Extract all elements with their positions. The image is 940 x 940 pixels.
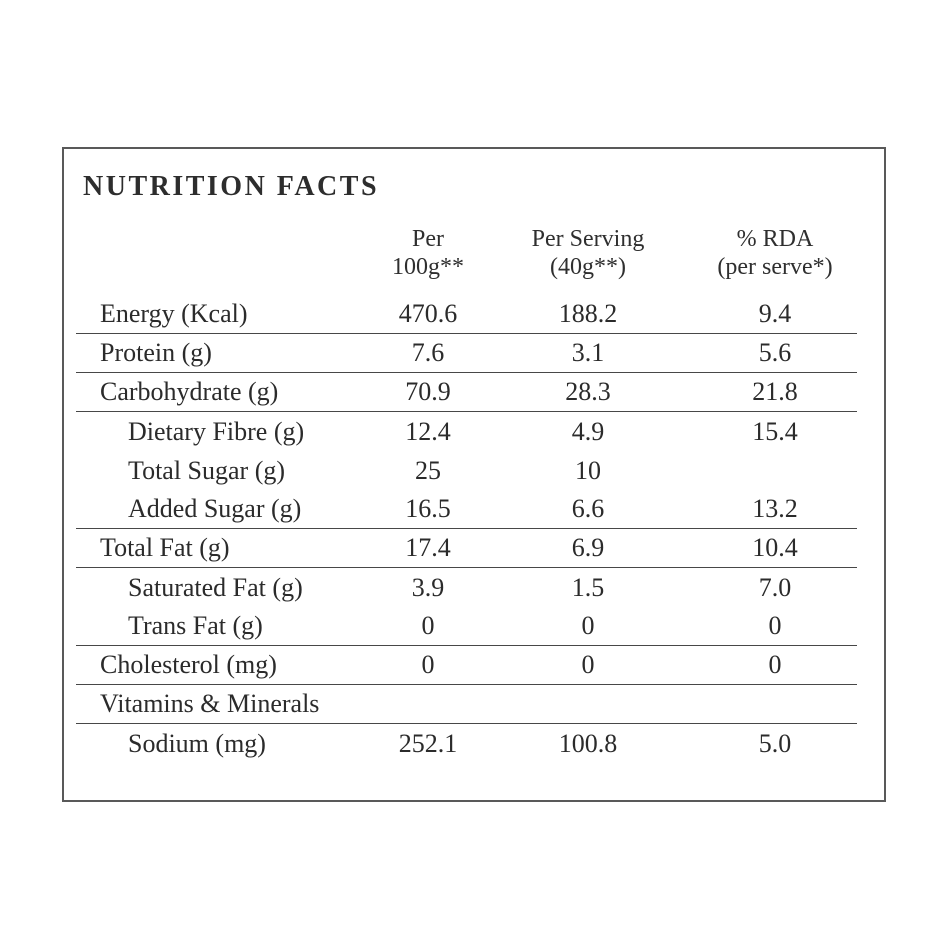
value-per-serving: 100.8 (558, 728, 618, 758)
table-row: Carbohydrate (g) 70.9 28.3 21.8 (76, 373, 857, 412)
value-per-serving: 3.1 (571, 338, 605, 367)
table-row: Total Sugar (g) 25 10 (76, 451, 857, 490)
value-per-serving: 10 (575, 455, 601, 485)
table-row: Vitamins & Minerals (76, 685, 857, 724)
value-per-100g: 17.4 (405, 533, 451, 562)
column-header-line: (per serve*) (717, 254, 833, 280)
column-header-line: 100g** (392, 254, 464, 280)
value-per-100g: 3.9 (411, 572, 445, 602)
table-row: Sodium (mg) 252.1 100.8 5.0 (76, 724, 857, 763)
value-per-serving: 6.9 (571, 533, 605, 562)
table-row: Energy (Kcal) 470.6 188.2 9.4 (76, 295, 857, 334)
nutrition-table: Per 100g** Per Serving (40g**) % RDA (pe… (76, 225, 857, 763)
value-per-serving: 28.3 (565, 377, 611, 406)
value-per-serving: 0 (581, 611, 595, 640)
value-per-serving: 6.6 (571, 494, 605, 523)
column-header-rda: % RDA (per serve*) (693, 225, 857, 281)
value-rda: 0 (768, 650, 782, 679)
column-header-line: (40g**) (550, 254, 626, 280)
row-label: Added Sugar (g) (128, 494, 302, 523)
row-label: Carbohydrate (g) (100, 377, 279, 406)
column-header-line: Per Serving (531, 226, 645, 252)
table-row: Total Fat (g) 17.4 6.9 10.4 (76, 529, 857, 568)
value-rda: 5.6 (758, 338, 792, 367)
table-row: Dietary Fibre (g) 12.4 4.9 15.4 (76, 412, 857, 451)
value-rda: 0 (768, 611, 782, 640)
value-per-100g: 0 (421, 650, 435, 679)
table-row: Added Sugar (g) 16.5 6.6 13.2 (76, 490, 857, 529)
value-per-100g: 70.9 (405, 377, 451, 406)
value-per-serving: 0 (581, 650, 595, 679)
table-header-row: Per 100g** Per Serving (40g**) % RDA (pe… (76, 225, 857, 281)
value-rda: 7.0 (758, 572, 792, 602)
value-rda: 9.4 (758, 299, 792, 328)
value-per-100g: 7.6 (411, 338, 445, 367)
column-header-line: % RDA (736, 226, 814, 252)
value-per-100g: 12.4 (405, 416, 451, 446)
row-label: Trans Fat (g) (128, 611, 263, 640)
row-label: Sodium (mg) (128, 728, 266, 758)
value-per-100g: 25 (415, 455, 441, 485)
value-per-serving: 1.5 (571, 572, 605, 602)
column-header-line: Per (412, 226, 444, 252)
column-header-per-100g: Per 100g** (373, 225, 483, 281)
value-per-100g: 470.6 (398, 299, 458, 328)
row-label: Energy (Kcal) (100, 299, 248, 328)
value-per-100g: 252.1 (398, 728, 458, 758)
row-label: Dietary Fibre (g) (128, 416, 305, 446)
row-label: Total Sugar (g) (128, 455, 286, 485)
label-title: NUTRITION FACTS (83, 171, 380, 202)
value-per-100g: 0 (421, 611, 435, 640)
value-per-100g: 16.5 (405, 494, 451, 523)
column-header-per-serving: Per Serving (40g**) (483, 225, 693, 281)
value-per-serving: 4.9 (571, 416, 605, 446)
row-label: Vitamins & Minerals (100, 689, 320, 718)
header-spacer (76, 225, 373, 281)
table-row: Protein (g) 7.6 3.1 5.6 (76, 334, 857, 373)
table-row: Cholesterol (mg) 0 0 0 (76, 646, 857, 685)
nutrition-table-body: Energy (Kcal) 470.6 188.2 9.4 Protein (g… (76, 295, 857, 763)
row-label: Saturated Fat (g) (128, 572, 303, 602)
row-label: Total Fat (g) (100, 533, 230, 562)
nutrition-facts-label: NUTRITION FACTS Per 100g** Per Serving (… (62, 147, 886, 802)
row-label: Cholesterol (mg) (100, 650, 277, 679)
value-rda: 10.4 (752, 533, 798, 562)
value-rda: 21.8 (752, 377, 798, 406)
value-per-serving: 188.2 (558, 299, 618, 328)
value-rda: 5.0 (758, 728, 792, 758)
value-rda: 13.2 (752, 494, 798, 523)
table-row: Saturated Fat (g) 3.9 1.5 7.0 (76, 568, 857, 607)
table-row: Trans Fat (g) 0 0 0 (76, 607, 857, 646)
row-label: Protein (g) (100, 338, 212, 367)
value-rda: 15.4 (752, 416, 798, 446)
